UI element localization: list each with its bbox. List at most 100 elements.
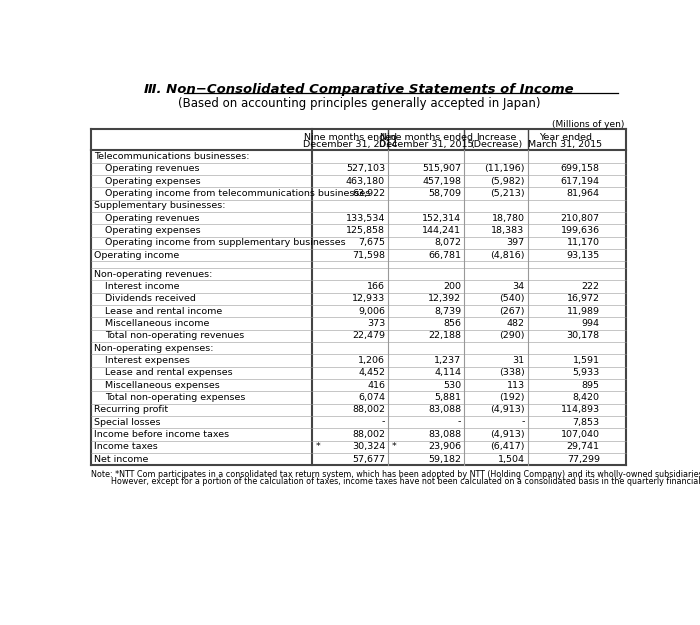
Text: 152,314: 152,314 (422, 214, 461, 222)
Text: 9,006: 9,006 (358, 307, 385, 316)
Text: 125,858: 125,858 (346, 226, 385, 235)
Text: Operating income from supplementary businesses: Operating income from supplementary busi… (105, 238, 346, 248)
Text: 4,452: 4,452 (358, 368, 385, 378)
Text: 12,933: 12,933 (352, 294, 385, 303)
Text: (4,913): (4,913) (490, 430, 524, 439)
Text: 6,074: 6,074 (358, 393, 385, 402)
Text: 66,781: 66,781 (428, 251, 461, 259)
Text: 699,158: 699,158 (561, 164, 600, 174)
Text: (6,417): (6,417) (490, 442, 524, 451)
Text: Miscellaneous income: Miscellaneous income (105, 319, 210, 328)
Text: Non-operating expenses:: Non-operating expenses: (94, 344, 214, 352)
Text: 210,807: 210,807 (561, 214, 600, 222)
Text: *: * (391, 442, 396, 451)
Text: Operating revenues: Operating revenues (105, 164, 200, 174)
Text: 457,198: 457,198 (422, 177, 461, 186)
Text: Interest expenses: Interest expenses (105, 356, 190, 365)
Text: Supplementary businesses:: Supplementary businesses: (94, 201, 226, 211)
Text: 200: 200 (443, 282, 461, 291)
Text: (Decrease): (Decrease) (470, 140, 522, 149)
Text: 11,989: 11,989 (567, 307, 600, 316)
Text: Ⅲ. Non−Consolidated Comparative Statements of Income: Ⅲ. Non−Consolidated Comparative Statemen… (144, 82, 573, 96)
Text: 107,040: 107,040 (561, 430, 600, 439)
Text: However, except for a portion of the calculation of taxes, income taxes have not: However, except for a portion of the cal… (92, 477, 700, 486)
Text: 1,591: 1,591 (573, 356, 600, 365)
Text: Recurring profit: Recurring profit (94, 405, 169, 414)
Text: 11,170: 11,170 (567, 238, 600, 248)
Text: Special losses: Special losses (94, 418, 161, 427)
Text: Interest income: Interest income (105, 282, 180, 291)
Text: (338): (338) (499, 368, 524, 378)
Text: December 31, 2014: December 31, 2014 (303, 140, 398, 149)
Text: Income taxes: Income taxes (94, 442, 158, 451)
Text: 133,534: 133,534 (346, 214, 385, 222)
Text: *: * (315, 442, 320, 451)
Text: 12,392: 12,392 (428, 294, 461, 303)
Text: 59,182: 59,182 (428, 454, 461, 464)
Text: 8,072: 8,072 (434, 238, 461, 248)
Text: Miscellaneous expenses: Miscellaneous expenses (105, 381, 220, 389)
Text: Operating income: Operating income (94, 251, 180, 259)
Text: 113: 113 (507, 381, 524, 389)
Text: (290): (290) (499, 331, 524, 341)
Text: 29,741: 29,741 (567, 442, 600, 451)
Text: 81,964: 81,964 (567, 189, 600, 198)
Text: 8,739: 8,739 (434, 307, 461, 316)
Text: 1,206: 1,206 (358, 356, 385, 365)
Text: 63,922: 63,922 (352, 189, 385, 198)
Text: 515,907: 515,907 (422, 164, 461, 174)
Text: 7,675: 7,675 (358, 238, 385, 248)
Text: Note: *NTT Com participates in a consolidated tax return system, which has been : Note: *NTT Com participates in a consoli… (92, 470, 700, 479)
Text: Lease and rental expenses: Lease and rental expenses (105, 368, 233, 378)
Text: Lease and rental income: Lease and rental income (105, 307, 223, 316)
Text: 30,178: 30,178 (567, 331, 600, 341)
Text: 77,299: 77,299 (567, 454, 600, 464)
Text: Nine months ended: Nine months ended (379, 133, 473, 142)
Text: 895: 895 (582, 381, 600, 389)
Text: Operating expenses: Operating expenses (105, 177, 201, 186)
Text: 530: 530 (443, 381, 461, 389)
Text: Net income: Net income (94, 454, 149, 464)
Text: Increase: Increase (476, 133, 516, 142)
Text: (11,196): (11,196) (484, 164, 524, 174)
Text: 57,677: 57,677 (352, 454, 385, 464)
Text: Total non-operating revenues: Total non-operating revenues (105, 331, 244, 341)
Text: (4,913): (4,913) (490, 405, 524, 414)
Text: 16,972: 16,972 (567, 294, 600, 303)
Text: 83,088: 83,088 (428, 405, 461, 414)
Text: Nine months ended: Nine months ended (304, 133, 397, 142)
Text: 5,881: 5,881 (434, 393, 461, 402)
Text: (540): (540) (499, 294, 524, 303)
Text: March 31, 2015: March 31, 2015 (528, 140, 602, 149)
Text: 482: 482 (507, 319, 524, 328)
Text: (4,816): (4,816) (490, 251, 524, 259)
Text: (Based on accounting principles generally accepted in Japan): (Based on accounting principles generall… (178, 96, 540, 109)
Text: 222: 222 (582, 282, 600, 291)
Text: 199,636: 199,636 (561, 226, 600, 235)
Text: 8,420: 8,420 (573, 393, 600, 402)
Text: Non-operating revenues:: Non-operating revenues: (94, 270, 213, 279)
Text: Total non-operating expenses: Total non-operating expenses (105, 393, 246, 402)
Text: 18,383: 18,383 (491, 226, 524, 235)
Text: 23,906: 23,906 (428, 442, 461, 451)
Text: 463,180: 463,180 (346, 177, 385, 186)
Text: -: - (382, 418, 385, 427)
Text: 93,135: 93,135 (566, 251, 600, 259)
Text: 7,853: 7,853 (573, 418, 600, 427)
Text: 4,114: 4,114 (434, 368, 461, 378)
Text: 373: 373 (367, 319, 385, 328)
Text: 30,324: 30,324 (352, 442, 385, 451)
Text: 527,103: 527,103 (346, 164, 385, 174)
Text: -: - (458, 418, 461, 427)
Text: December 31, 2015: December 31, 2015 (379, 140, 473, 149)
Text: 34: 34 (512, 282, 524, 291)
Text: Income before income taxes: Income before income taxes (94, 430, 230, 439)
Text: 31: 31 (512, 356, 524, 365)
Text: Operating income from telecommunications businesses: Operating income from telecommunications… (105, 189, 370, 198)
Text: 58,709: 58,709 (428, 189, 461, 198)
Text: 1,504: 1,504 (498, 454, 524, 464)
Text: 856: 856 (443, 319, 461, 328)
Text: (5,982): (5,982) (490, 177, 524, 186)
Text: 88,002: 88,002 (352, 405, 385, 414)
Text: 88,002: 88,002 (352, 430, 385, 439)
